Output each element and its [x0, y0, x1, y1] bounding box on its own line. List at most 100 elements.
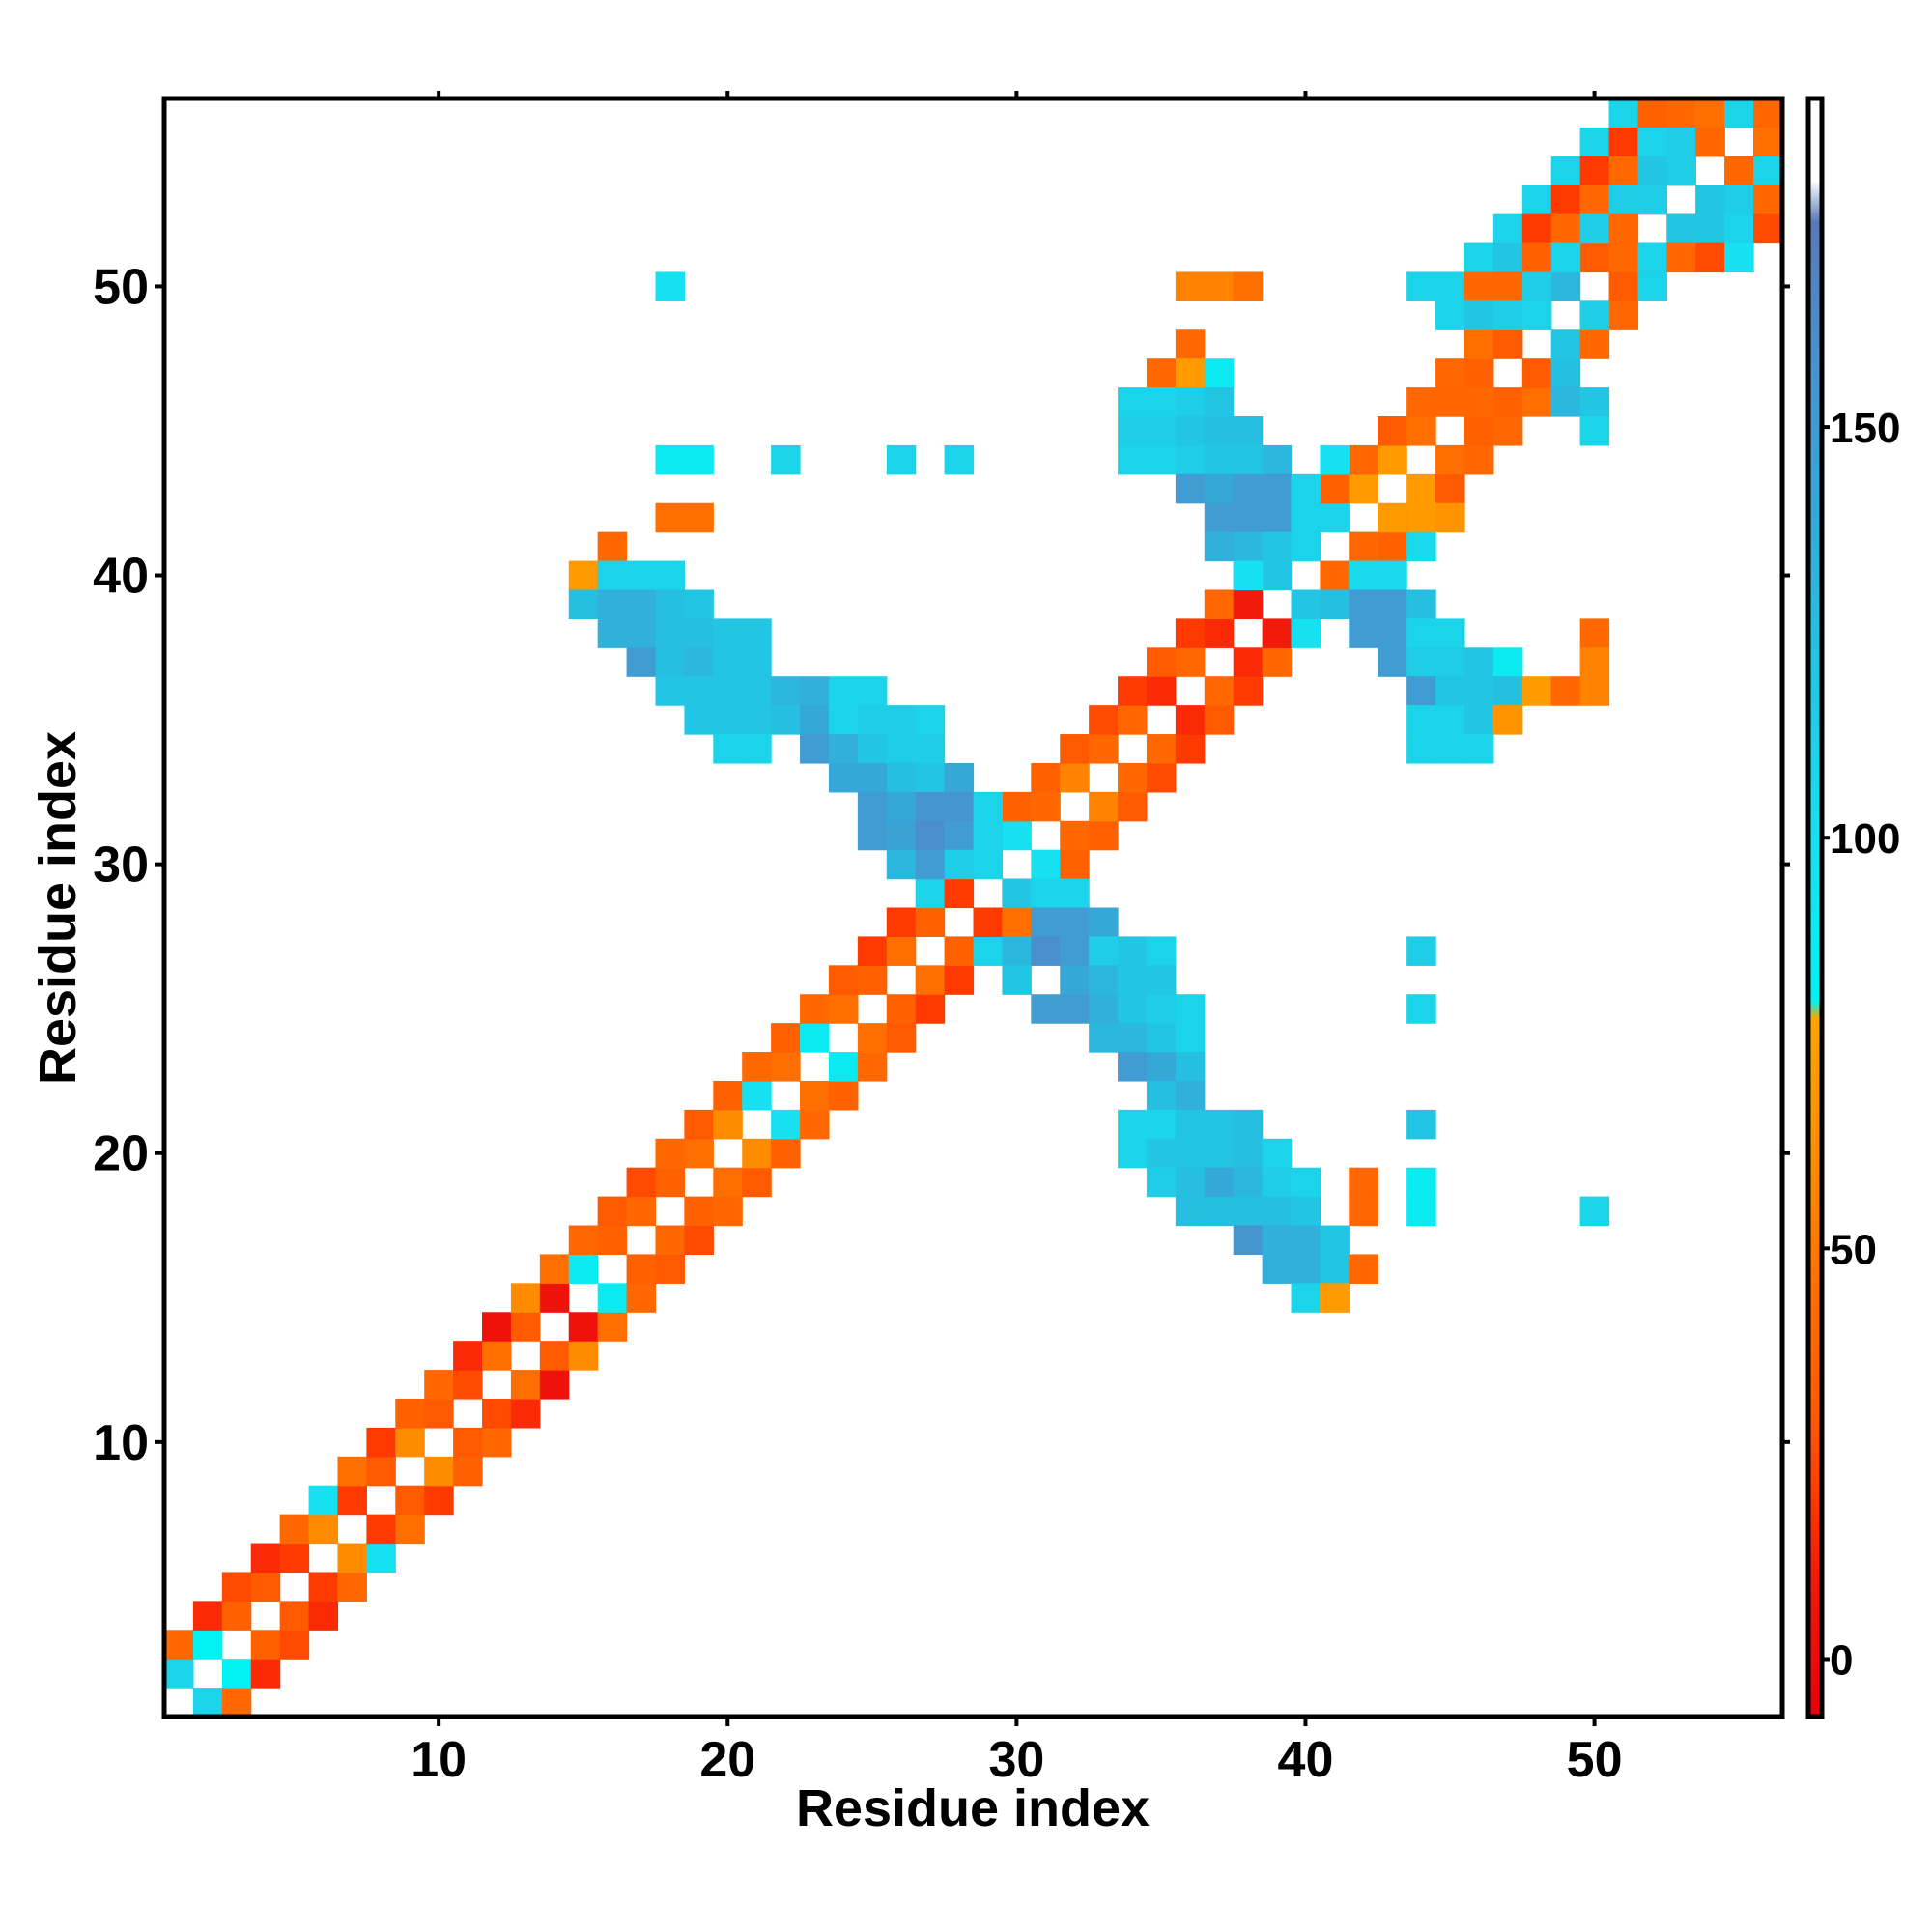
y-tick-label: 10	[93, 1415, 149, 1471]
heatmap-cell	[1579, 156, 1610, 186]
heatmap-cell	[279, 1601, 310, 1631]
heatmap-cell	[1463, 444, 1494, 475]
heatmap-cell	[1146, 936, 1177, 966]
heatmap-cell	[1060, 878, 1090, 909]
heatmap-cell	[279, 1630, 310, 1660]
heatmap-cell	[164, 1630, 194, 1660]
heatmap-cell	[1320, 589, 1350, 619]
y-tick-label: 40	[93, 549, 149, 605]
heatmap-cell	[1550, 213, 1581, 244]
heatmap-cell	[1002, 907, 1032, 938]
heatmap-cell	[1204, 271, 1235, 301]
heatmap-cell	[973, 820, 1004, 851]
heatmap-cell	[192, 1688, 223, 1718]
heatmap-cell	[1118, 965, 1148, 995]
heatmap-cell	[1291, 1254, 1321, 1284]
heatmap-cell	[1349, 560, 1378, 591]
heatmap-cell	[1233, 416, 1264, 446]
heatmap-cell	[1204, 705, 1235, 735]
heatmap-cell	[568, 1341, 599, 1371]
heatmap-cell	[1262, 618, 1293, 648]
heatmap-cell	[1146, 994, 1177, 1024]
heatmap-cell	[1608, 127, 1639, 157]
heatmap-cell	[164, 1659, 194, 1689]
heatmap-cell	[568, 1312, 599, 1342]
heatmap-cell	[1637, 271, 1667, 301]
heatmap-cell	[1204, 1196, 1235, 1227]
heatmap-cell	[1089, 936, 1119, 966]
heatmap-cell	[1262, 1225, 1293, 1256]
heatmap-cell	[1060, 849, 1090, 880]
heatmap-cell	[597, 1196, 628, 1227]
heatmap-cell	[250, 1543, 281, 1574]
heatmap-cell	[915, 705, 946, 735]
top-axis-ticks	[437, 91, 1597, 99]
heatmap-cell	[886, 820, 917, 851]
heatmap-cell	[1233, 1196, 1264, 1227]
heatmap-cell	[1406, 734, 1436, 764]
heatmap-cell	[828, 676, 859, 706]
heatmap-cell	[1695, 213, 1725, 244]
heatmap-cell	[1320, 473, 1350, 504]
heatmap-cell	[1089, 820, 1119, 851]
colorbar-ticks: 0 50 100 150	[1822, 405, 1900, 1684]
heatmap-cell	[366, 1543, 396, 1574]
heatmap-cell	[1175, 705, 1206, 735]
heatmap-cell	[1233, 1167, 1264, 1198]
heatmap-cell	[1695, 99, 1725, 128]
heatmap-cell	[424, 1456, 454, 1487]
heatmap-cell	[1089, 791, 1119, 822]
heatmap-cell	[944, 820, 975, 851]
heatmap-cell	[1492, 416, 1523, 446]
heatmap-cell	[886, 705, 917, 735]
heatmap-cell	[742, 734, 772, 764]
heatmap-cell	[1666, 213, 1696, 244]
heatmap-cell	[1146, 1052, 1177, 1082]
heatmap-cell	[857, 965, 888, 995]
heatmap-cell	[713, 647, 743, 677]
heatmap-cell	[713, 1109, 743, 1140]
heatmap-cell	[944, 791, 975, 822]
heatmap-cell	[1608, 271, 1639, 301]
heatmap-cell	[279, 1514, 310, 1545]
heatmap-cell	[886, 734, 917, 764]
heatmap-cell	[1637, 242, 1667, 273]
heatmap-cell	[1463, 734, 1494, 764]
heatmap-cell	[1262, 647, 1293, 677]
heatmap-cell	[1320, 560, 1350, 591]
heatmap-cell	[1550, 358, 1581, 388]
heatmap-cell	[597, 589, 628, 619]
heatmap-cell	[1463, 242, 1494, 273]
heatmap-cell	[1521, 387, 1552, 417]
heatmap-cell	[1118, 676, 1148, 706]
heatmap-cell	[366, 1427, 396, 1458]
heatmap-cell	[1637, 156, 1667, 186]
heatmap-cell	[1262, 1167, 1293, 1198]
heatmap-cell	[742, 647, 772, 677]
heatmap-cell	[1463, 358, 1494, 388]
heatmap-cell	[1146, 676, 1177, 706]
heatmap-cell	[684, 444, 714, 475]
heatmap-cell	[886, 994, 917, 1024]
heatmap-cell	[1753, 185, 1783, 215]
heatmap-cell	[800, 1023, 830, 1053]
heatmap-cell	[510, 1398, 541, 1429]
heatmap-cell	[1204, 358, 1235, 388]
heatmap-cell	[684, 502, 714, 533]
heatmap-cell	[1320, 1283, 1350, 1313]
heatmap-cell	[771, 444, 801, 475]
heatmap-cell	[800, 734, 830, 764]
heatmap-cell	[1031, 907, 1061, 938]
heatmap-cell	[1262, 560, 1293, 591]
heatmap-cell	[1031, 849, 1061, 880]
colorbar-gradient	[1808, 99, 1822, 1717]
heatmap-cell	[1435, 705, 1465, 735]
heatmap-cell	[742, 1167, 772, 1198]
heatmap-cell	[944, 849, 975, 880]
heatmap-cell	[1349, 473, 1378, 504]
colorbar-tick-label: 100	[1830, 815, 1900, 863]
heatmap-cell	[1175, 271, 1206, 301]
heatmap-cell	[828, 965, 859, 995]
heatmap-cell	[1291, 473, 1321, 504]
heatmap-cell	[1204, 444, 1235, 475]
